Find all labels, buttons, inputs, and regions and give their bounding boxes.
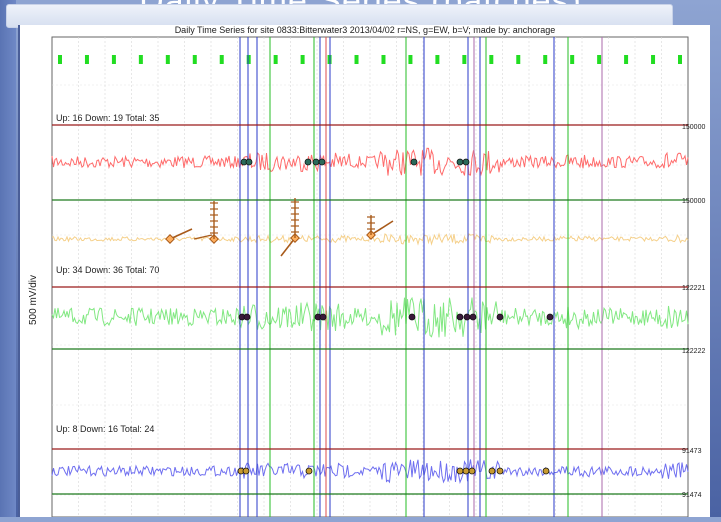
hour-tick	[651, 55, 656, 64]
trace-ew	[51, 296, 689, 338]
trace-ns	[51, 147, 689, 177]
time-series-figure: Daily Time Series for site 0833:Bitterwa…	[18, 25, 710, 518]
hour-tick	[597, 55, 602, 64]
pin-stem	[280, 237, 296, 257]
pin-link	[193, 234, 213, 240]
y-axis-label: 500 mV/div	[28, 275, 39, 325]
status-v: Up: 8 Down: 16 Total: 24	[56, 424, 154, 434]
hour-tick	[111, 55, 116, 64]
event-marker	[243, 313, 251, 321]
diagnostic-pins	[165, 198, 394, 257]
upper-value-ew: 122221	[682, 285, 705, 292]
event-marker	[496, 467, 504, 475]
event-marker	[456, 313, 464, 321]
event-marker	[462, 158, 470, 166]
event-marker	[468, 467, 476, 475]
hour-tick	[435, 55, 440, 64]
hour-tick	[165, 55, 170, 64]
hour-tick	[273, 55, 278, 64]
event-marker	[469, 313, 477, 321]
hour-tick	[624, 55, 629, 64]
status-ew: Up: 34 Down: 36 Total: 70	[56, 265, 159, 275]
plot-header: Daily Time Series for site 0833:Bitterwa…	[175, 25, 556, 35]
event-marker	[304, 158, 312, 166]
hour-tick	[408, 55, 413, 64]
event-marker	[488, 467, 496, 475]
hour-tick	[462, 55, 467, 64]
event-marker	[245, 158, 253, 166]
upper-value-ns: 150000	[682, 124, 705, 131]
hour-tick	[84, 55, 89, 64]
upper-value-v: 91473	[682, 448, 702, 455]
event-marker	[496, 313, 504, 321]
limit-lines	[52, 124, 688, 495]
trace-v	[51, 459, 689, 484]
pin-head	[165, 234, 175, 244]
hour-tick	[219, 55, 224, 64]
hour-tick	[354, 55, 359, 64]
event-marker	[456, 158, 464, 166]
hour-tick	[192, 55, 197, 64]
event-marker	[542, 467, 550, 475]
event-marker	[319, 313, 327, 321]
hour-tick	[138, 55, 143, 64]
event-marker	[312, 158, 320, 166]
pin-stem	[370, 220, 394, 236]
event-marker	[318, 158, 326, 166]
plot-grid	[51, 36, 689, 518]
lower-value-ew: 122222	[682, 348, 705, 355]
hour-tick	[543, 55, 548, 64]
event-marker	[546, 313, 554, 321]
lower-value-ns: 150000	[682, 198, 705, 205]
time-series-plot: Daily Time Series for site 0833:Bitterwa…	[28, 25, 705, 518]
hour-tick	[516, 55, 521, 64]
hour-tick	[381, 55, 386, 64]
event-marker	[462, 467, 470, 475]
event-marker	[463, 313, 471, 321]
hour-tick	[678, 55, 682, 64]
event-marker	[456, 467, 464, 475]
event-markers	[237, 158, 554, 475]
lower-value-v: 91474	[682, 492, 702, 499]
status-ns: Up: 16 Down: 19 Total: 35	[56, 113, 159, 123]
pin-stem	[169, 228, 193, 240]
event-marker	[408, 313, 416, 321]
event-marker	[242, 467, 250, 475]
hour-tick	[489, 55, 494, 64]
event-lines	[239, 37, 603, 517]
slide-left-edge	[0, 0, 16, 517]
event-marker	[410, 158, 418, 166]
hour-tick	[58, 55, 62, 64]
hour-tick	[300, 55, 305, 64]
event-marker	[305, 467, 313, 475]
hour-tick	[570, 55, 575, 64]
